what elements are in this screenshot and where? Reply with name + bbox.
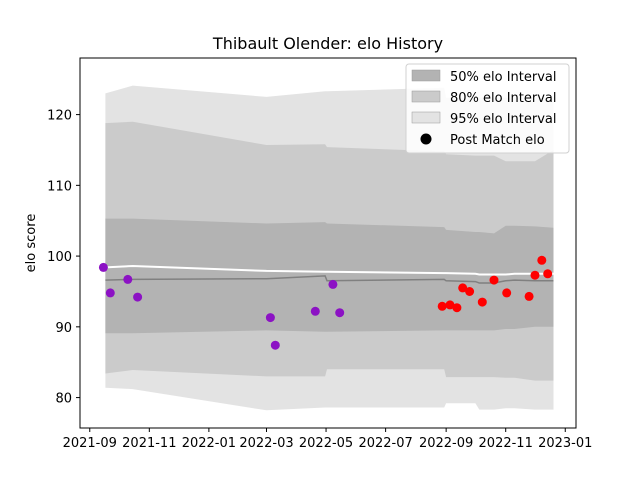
legend-marker	[420, 133, 432, 145]
y-tick-label: 90	[55, 321, 72, 336]
legend-swatch	[411, 69, 441, 82]
x-tick-label: 2022-01	[182, 436, 236, 451]
x-tick-label: 2021-11	[122, 436, 176, 451]
legend-swatch	[411, 111, 441, 124]
y-tick-label: 120	[47, 109, 72, 124]
post-match-point	[123, 274, 133, 284]
x-tick-label: 2022-03	[239, 436, 293, 451]
band-50	[105, 218, 554, 334]
y-axis-ticks: 80 90 100 110 120	[47, 109, 80, 407]
y-axis-label: elo score	[24, 214, 39, 273]
post-match-point	[452, 303, 462, 313]
post-match-point	[265, 313, 275, 323]
post-match-point	[328, 279, 338, 289]
x-tick-label: 2023-01	[538, 436, 592, 451]
legend: 50% elo Interval 80% elo Interval 95% elo …	[405, 63, 570, 154]
x-tick-label: 2022-09	[419, 436, 473, 451]
post-match-point	[437, 301, 447, 311]
post-match-point	[543, 269, 553, 279]
post-match-point	[105, 288, 115, 298]
interval-bands	[105, 85, 554, 411]
legend-label: 80% elo Interval	[450, 91, 557, 106]
x-tick-label: 2022-05	[299, 436, 353, 451]
post-match-point	[489, 275, 499, 285]
post-match-point	[458, 283, 468, 293]
mean-line	[105, 264, 554, 276]
post-match-point	[502, 288, 512, 298]
legend-swatch	[411, 90, 441, 103]
x-tick-label: 2022-07	[358, 436, 412, 451]
legend-label: 50% elo Interval	[450, 70, 557, 85]
legend-label: 95% elo Interval	[450, 112, 557, 127]
x-axis-ticks: 2021-09 2021-11 2022-01 2022-03 2022-05 2022-…	[63, 428, 592, 451]
trend-lines	[105, 264, 554, 284]
post-match-point	[310, 306, 320, 316]
y-tick-label: 80	[55, 392, 72, 407]
x-tick-label: 2021-09	[63, 436, 117, 451]
plot-frame	[79, 57, 577, 429]
post-match-point	[465, 287, 475, 296]
post-match-point	[270, 340, 280, 350]
post-match-point	[335, 308, 345, 318]
median-line	[105, 275, 554, 284]
chart-title: Thibault Olender: elo History	[212, 34, 443, 53]
post-match-point	[98, 262, 108, 272]
legend-label: Post Match elo	[450, 133, 545, 148]
post-match-point	[133, 292, 143, 302]
post-match-point	[445, 300, 455, 310]
post-match-point	[530, 270, 540, 280]
post-match-point	[477, 297, 487, 307]
x-tick-label: 2022-11	[479, 436, 533, 451]
post-match-point	[537, 255, 547, 265]
y-tick-label: 110	[47, 179, 72, 194]
post-match-point	[524, 291, 534, 301]
legend-box	[405, 63, 570, 154]
post-match-points	[98, 255, 553, 350]
y-tick-label: 100	[47, 250, 72, 265]
